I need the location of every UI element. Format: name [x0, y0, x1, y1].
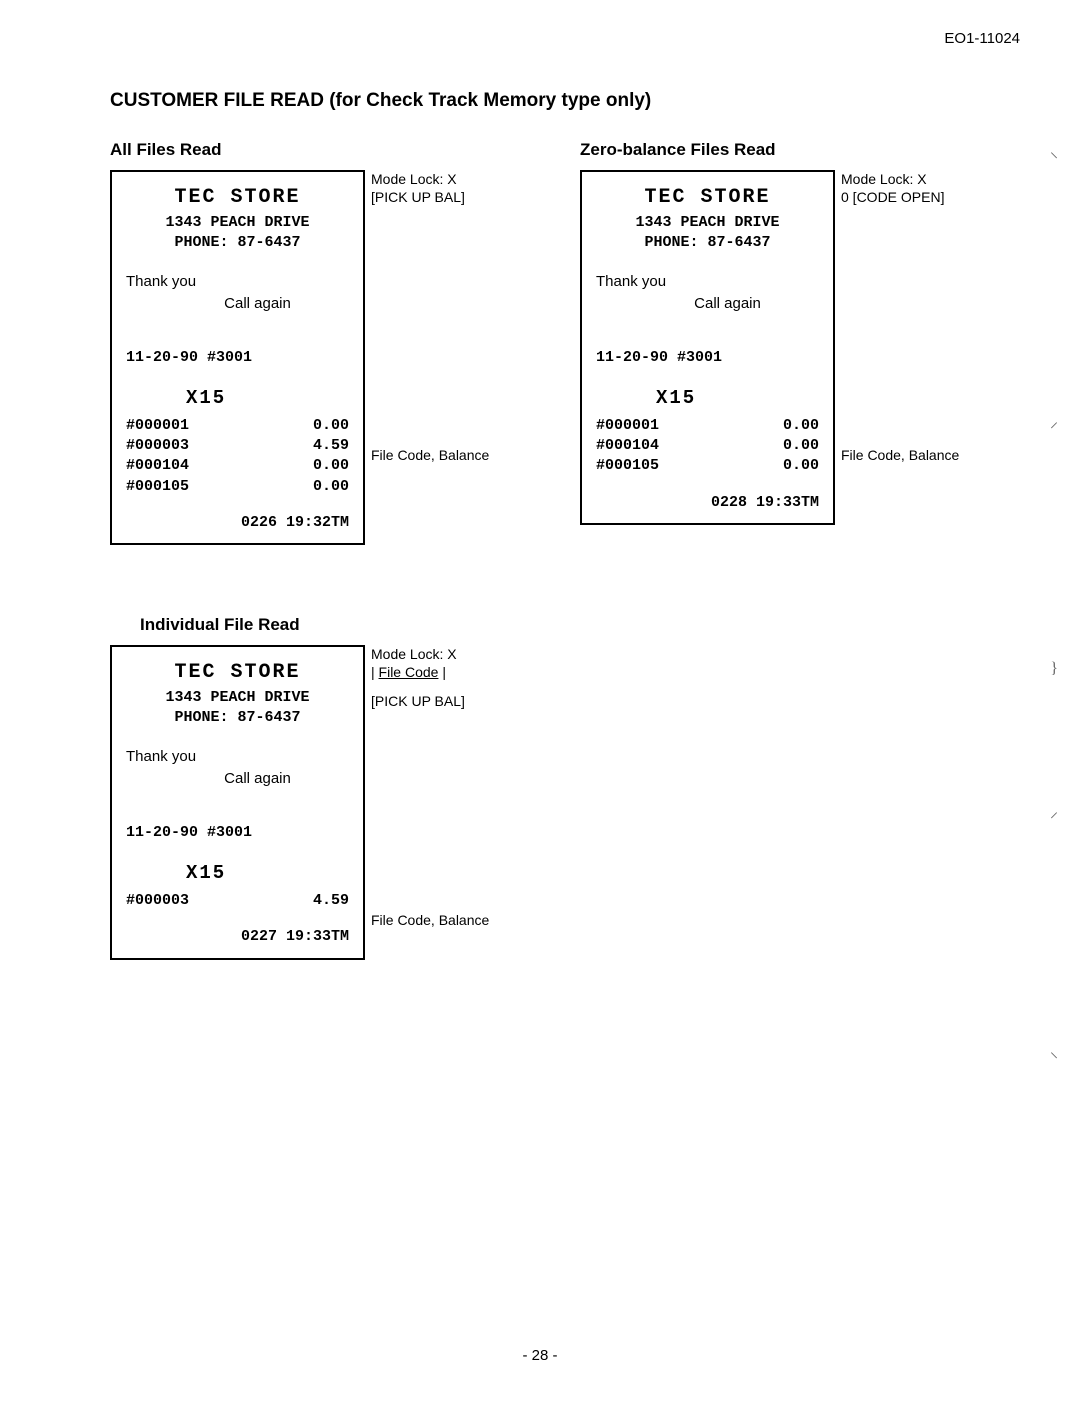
individual-block: TEC STORE 1343 PEACH DRIVE PHONE: 87-643…: [110, 645, 1020, 959]
mode-lock-annot: Mode Lock: X 0 [CODE OPEN]: [841, 170, 959, 206]
date-row: 11-20-90 #3001: [126, 348, 349, 368]
mode-lock-text: Mode Lock: X: [371, 170, 489, 188]
balance-value: 0.00: [313, 416, 349, 436]
store-name: TEC STORE: [126, 659, 349, 686]
receipt-line: #000104 0.00: [126, 456, 349, 476]
balance-value: 4.59: [313, 891, 349, 911]
balance-value: 0.00: [783, 436, 819, 456]
balance-value: 0.00: [313, 477, 349, 497]
receipt-footer: 0228 19:33TM: [596, 493, 819, 513]
file-code-balance-annot: File Code, Balance: [371, 447, 489, 463]
zero-balance-title: Zero-balance Files Read: [580, 140, 1010, 160]
mode-lock-text: Mode Lock: X: [371, 645, 489, 663]
individual-annotations: Mode Lock: X | File Code | [PICK UP BAL]…: [365, 645, 489, 959]
store-phone: PHONE: 87-6437: [596, 233, 819, 253]
receipt-line: #000105 0.00: [596, 456, 819, 476]
store-address: 1343 PEACH DRIVE: [596, 213, 819, 233]
file-code-underline: File Code: [379, 664, 439, 680]
call-again: Call again: [126, 769, 349, 789]
receipt-lines: #000001 0.00 #000104 0.00 #000105 0.00: [596, 416, 819, 477]
store-name: TEC STORE: [596, 184, 819, 211]
columns: All Files Read TEC STORE 1343 PEACH DRIV…: [110, 140, 1020, 545]
file-code: #000105: [126, 477, 189, 497]
punch-mark: }: [1050, 660, 1058, 678]
file-code: #000104: [596, 436, 659, 456]
x-row: X15: [126, 386, 349, 412]
page: EO1-11024 CUSTOMER FILE READ (for Check …: [0, 0, 1080, 1404]
all-files-block: TEC STORE 1343 PEACH DRIVE PHONE: 87-643…: [110, 170, 540, 545]
receipt-line: #000003 4.59: [126, 891, 349, 911]
file-code: #000001: [126, 416, 189, 436]
balance-value: 0.00: [783, 416, 819, 436]
receipt-lines: #000003 4.59: [126, 891, 349, 911]
zero-balance-block: TEC STORE 1343 PEACH DRIVE PHONE: 87-643…: [580, 170, 1010, 525]
store-phone: PHONE: 87-6437: [126, 233, 349, 253]
balance-value: 0.00: [313, 456, 349, 476]
receipt-footer: 0227 19:33TM: [126, 927, 349, 947]
all-files-title: All Files Read: [110, 140, 540, 160]
receipt-lines: #0000010.00#0000034.59#0001040.00#000105…: [126, 416, 349, 497]
receipt-line: #000104 0.00: [596, 436, 819, 456]
store-address: 1343 PEACH DRIVE: [126, 213, 349, 233]
receipt-footer: 0226 19:32TM: [126, 513, 349, 533]
operation-annot: [PICK UP BAL]: [371, 188, 489, 206]
document-code: EO1-11024: [944, 30, 1020, 47]
store-phone: PHONE: 87-6437: [126, 708, 349, 728]
call-again: Call again: [126, 294, 349, 314]
balance-value: 4.59: [313, 436, 349, 456]
all-files-receipt: TEC STORE 1343 PEACH DRIVE PHONE: 87-643…: [110, 170, 365, 545]
file-code: #000105: [596, 456, 659, 476]
operation-annot: 0 [CODE OPEN]: [841, 188, 959, 206]
all-files-annotations: Mode Lock: X [PICK UP BAL] File Code, Ba…: [365, 170, 489, 545]
file-code-link-annot: | File Code |: [371, 663, 489, 681]
date-row: 11-20-90 #3001: [596, 348, 819, 368]
receipt-line: #000105 0.00: [126, 477, 349, 497]
file-code: #000003: [126, 891, 189, 911]
mode-lock-annot: Mode Lock: X | File Code | [PICK UP BAL]: [371, 645, 489, 710]
all-files-column: All Files Read TEC STORE 1343 PEACH DRIV…: [110, 140, 540, 545]
date-row: 11-20-90 #3001: [126, 823, 349, 843]
file-code-balance-annot: File Code, Balance: [841, 447, 959, 463]
main-title: CUSTOMER FILE READ (for Check Track Memo…: [110, 90, 1020, 112]
individual-title: Individual File Read: [140, 615, 1020, 635]
zero-balance-receipt: TEC STORE 1343 PEACH DRIVE PHONE: 87-643…: [580, 170, 835, 525]
mode-lock-annot: Mode Lock: X [PICK UP BAL]: [371, 170, 489, 206]
receipt-line: #000003 4.59: [126, 436, 349, 456]
mode-lock-text: Mode Lock: X: [841, 170, 959, 188]
x-row: X15: [126, 861, 349, 887]
punch-mark: ⸜: [1050, 140, 1058, 162]
receipt-line: #000001 0.00: [596, 416, 819, 436]
store-name: TEC STORE: [126, 184, 349, 211]
file-code-balance-annot: File Code, Balance: [371, 912, 489, 928]
file-code: #000104: [126, 456, 189, 476]
zero-balance-column: Zero-balance Files Read TEC STORE 1343 P…: [580, 140, 1010, 545]
file-code: #000003: [126, 436, 189, 456]
receipt-line: #000001 0.00: [126, 416, 349, 436]
store-address: 1343 PEACH DRIVE: [126, 688, 349, 708]
balance-value: 0.00: [783, 456, 819, 476]
call-again: Call again: [596, 294, 819, 314]
zero-balance-annotations: Mode Lock: X 0 [CODE OPEN] File Code, Ba…: [835, 170, 959, 525]
punch-mark: ⸜: [1050, 1040, 1058, 1062]
punch-mark: ⸝: [1050, 800, 1058, 822]
punch-mark: ⸝: [1050, 410, 1058, 432]
thank-you: Thank you: [126, 747, 349, 767]
individual-receipt: TEC STORE 1343 PEACH DRIVE PHONE: 87-643…: [110, 645, 365, 959]
page-number: - 28 -: [0, 1347, 1080, 1364]
file-code: #000001: [596, 416, 659, 436]
thank-you: Thank you: [596, 272, 819, 292]
x-row: X15: [596, 386, 819, 412]
individual-section: Individual File Read TEC STORE 1343 PEAC…: [110, 615, 1020, 959]
thank-you: Thank you: [126, 272, 349, 292]
operation-annot: [PICK UP BAL]: [371, 692, 489, 710]
